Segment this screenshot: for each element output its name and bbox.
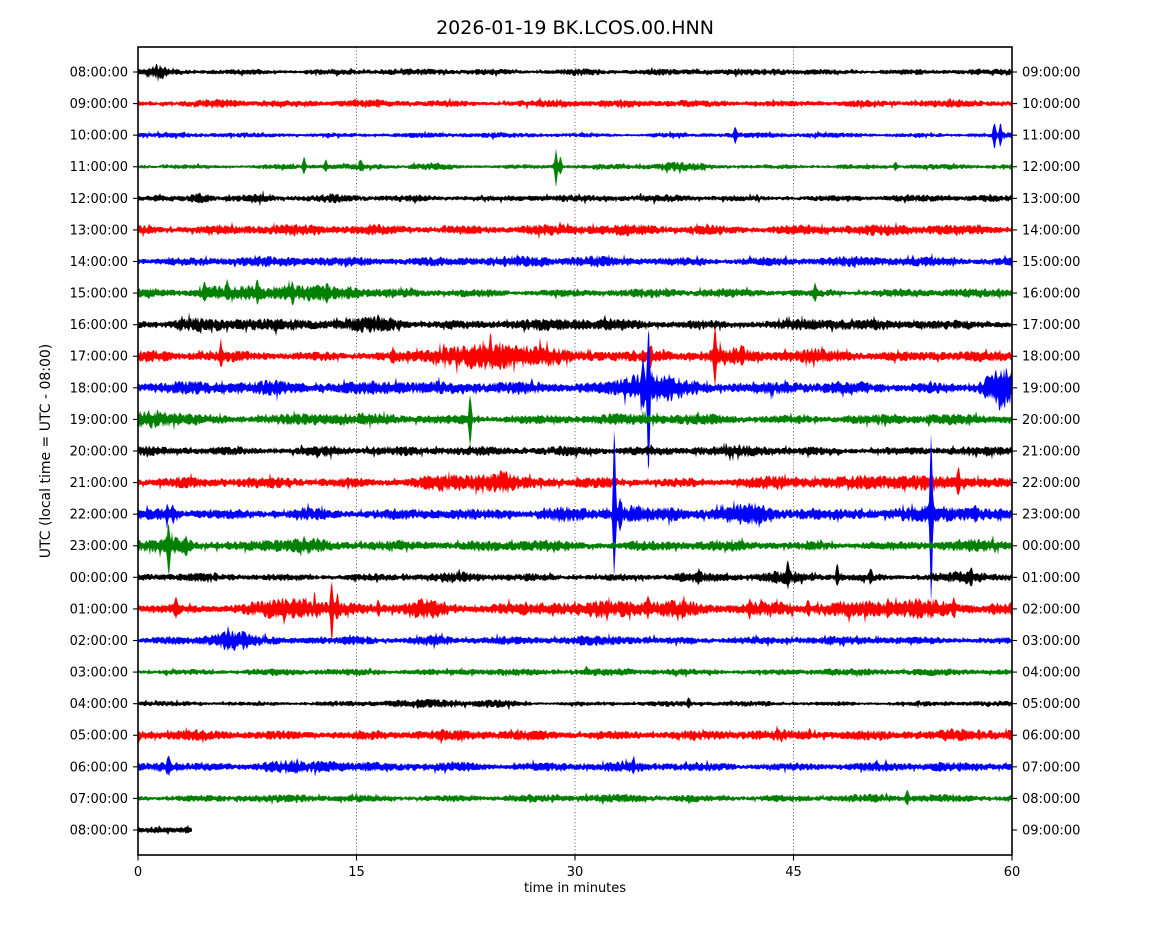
trace-row-15:00: [138, 278, 1012, 306]
trace-row-12:00: [138, 189, 1012, 207]
trace-row-09:00: [138, 97, 1012, 111]
utc-time-label: 04:00:00: [70, 697, 128, 712]
local-time-label: 09:00:00: [1022, 823, 1080, 838]
local-time-label: 08:00:00: [1022, 792, 1080, 807]
utc-time-label: 09:00:00: [70, 97, 128, 112]
utc-time-label: 02:00:00: [70, 634, 128, 649]
x-tick-label: 15: [348, 865, 365, 880]
trace-row-00:00: [138, 560, 1012, 590]
trace-row-03:00: [138, 666, 1012, 679]
trace-row-23:00: [138, 523, 1012, 576]
utc-time-label: 22:00:00: [70, 508, 128, 523]
utc-time-label: 21:00:00: [70, 476, 128, 491]
trace-row-22:00: [138, 430, 1012, 604]
trace-row-13:00: [138, 221, 1012, 240]
trace-row-01:00: [138, 581, 1012, 644]
utc-time-label: 12:00:00: [70, 192, 128, 207]
utc-time-label: 20:00:00: [70, 444, 128, 459]
local-time-label: 15:00:00: [1022, 255, 1080, 270]
local-time-label: 02:00:00: [1022, 602, 1080, 617]
utc-time-label: 15:00:00: [70, 287, 128, 302]
utc-time-label: 11:00:00: [70, 160, 128, 175]
local-time-label: 12:00:00: [1022, 160, 1080, 175]
utc-time-label: 19:00:00: [70, 413, 128, 428]
local-time-label: 01:00:00: [1022, 571, 1080, 586]
local-time-label: 11:00:00: [1022, 129, 1080, 144]
local-time-label: 14:00:00: [1022, 223, 1080, 238]
local-time-label: 09:00:00: [1022, 66, 1080, 81]
utc-time-label: 10:00:00: [70, 129, 128, 144]
local-time-label: 13:00:00: [1022, 192, 1080, 207]
trace-row-08:00: [138, 824, 192, 836]
utc-time-label: 06:00:00: [70, 760, 128, 775]
utc-time-label: 13:00:00: [70, 223, 128, 238]
utc-time-label: 01:00:00: [70, 602, 128, 617]
local-time-label: 17:00:00: [1022, 318, 1080, 333]
utc-time-label: 07:00:00: [70, 792, 128, 807]
y-axis-label: UTC (local time = UTC - 08:00): [38, 343, 54, 559]
trace-row-05:00: [138, 725, 1012, 745]
local-time-label: 16:00:00: [1022, 287, 1080, 302]
local-time-label: 20:00:00: [1022, 413, 1080, 428]
local-time-label: 23:00:00: [1022, 508, 1080, 523]
utc-time-label: 23:00:00: [70, 539, 128, 554]
plot-frame: [137, 46, 1013, 856]
x-axis-label: time in minutes: [523, 881, 627, 896]
utc-time-label: 00:00:00: [70, 571, 128, 586]
trace-row-02:00: [138, 625, 1012, 652]
x-tick-label: 30: [567, 865, 584, 880]
utc-time-label: 05:00:00: [70, 729, 128, 744]
local-time-label: 00:00:00: [1022, 539, 1080, 554]
local-time-label: 22:00:00: [1022, 476, 1080, 491]
utc-time-label: 14:00:00: [70, 255, 128, 270]
trace-row-04:00: [138, 697, 1012, 711]
local-time-label: 18:00:00: [1022, 350, 1080, 365]
trace-row-11:00: [138, 148, 1012, 188]
trace-row-08:00: [138, 63, 1012, 83]
local-time-label: 10:00:00: [1022, 97, 1080, 112]
utc-time-label: 03:00:00: [70, 666, 128, 681]
trace-row-07:00: [138, 790, 1012, 806]
utc-time-label: 17:00:00: [70, 350, 128, 365]
local-time-label: 05:00:00: [1022, 697, 1080, 712]
x-tick-label: 0: [134, 865, 142, 880]
local-time-label: 06:00:00: [1022, 729, 1080, 744]
local-time-label: 03:00:00: [1022, 634, 1080, 649]
plot-title: 2026-01-19 BK.LCOS.00.HNN: [436, 17, 714, 39]
local-time-label: 07:00:00: [1022, 760, 1080, 775]
trace-row-20:00: [138, 442, 1012, 462]
trace-row-10:00: [138, 123, 1012, 149]
trace-row-16:00: [138, 312, 1012, 337]
trace-row-17:00: [138, 325, 1012, 389]
local-time-label: 04:00:00: [1022, 666, 1080, 681]
x-tick-label: 60: [1004, 865, 1021, 880]
local-time-label: 19:00:00: [1022, 381, 1080, 396]
waveform-traces: [138, 63, 1012, 836]
utc-time-label: 18:00:00: [70, 381, 128, 396]
x-tick-label: 45: [785, 865, 802, 880]
trace-row-14:00: [138, 253, 1012, 269]
trace-row-06:00: [138, 755, 1012, 777]
utc-time-label: 08:00:00: [70, 823, 128, 838]
local-time-label: 21:00:00: [1022, 444, 1080, 459]
trace-row-21:00: [138, 466, 1012, 497]
trace-row-19:00: [138, 395, 1012, 446]
utc-time-label: 16:00:00: [70, 318, 128, 333]
utc-time-label: 08:00:00: [70, 66, 128, 81]
